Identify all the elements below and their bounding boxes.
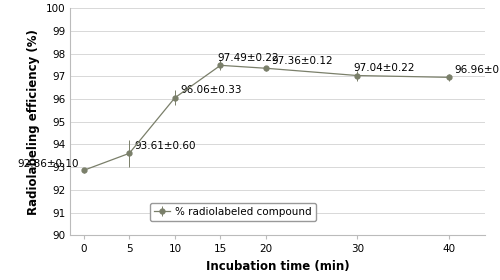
Text: 96.06±0.33: 96.06±0.33 xyxy=(180,85,242,95)
Text: 97.49±0.22: 97.49±0.22 xyxy=(218,53,280,63)
Legend: % radiolabeled compound: % radiolabeled compound xyxy=(150,203,316,221)
Text: 97.04±0.22: 97.04±0.22 xyxy=(354,63,415,73)
Text: 97.36±0.12: 97.36±0.12 xyxy=(272,55,333,66)
Text: 92.86±0.10: 92.86±0.10 xyxy=(18,159,79,169)
Text: 96.96±0.14: 96.96±0.14 xyxy=(454,65,500,75)
Text: 93.61±0.60: 93.61±0.60 xyxy=(135,141,196,151)
Y-axis label: Radiolabeling efficiency (%): Radiolabeling efficiency (%) xyxy=(27,29,40,215)
X-axis label: Incubation time (min): Incubation time (min) xyxy=(206,260,350,273)
